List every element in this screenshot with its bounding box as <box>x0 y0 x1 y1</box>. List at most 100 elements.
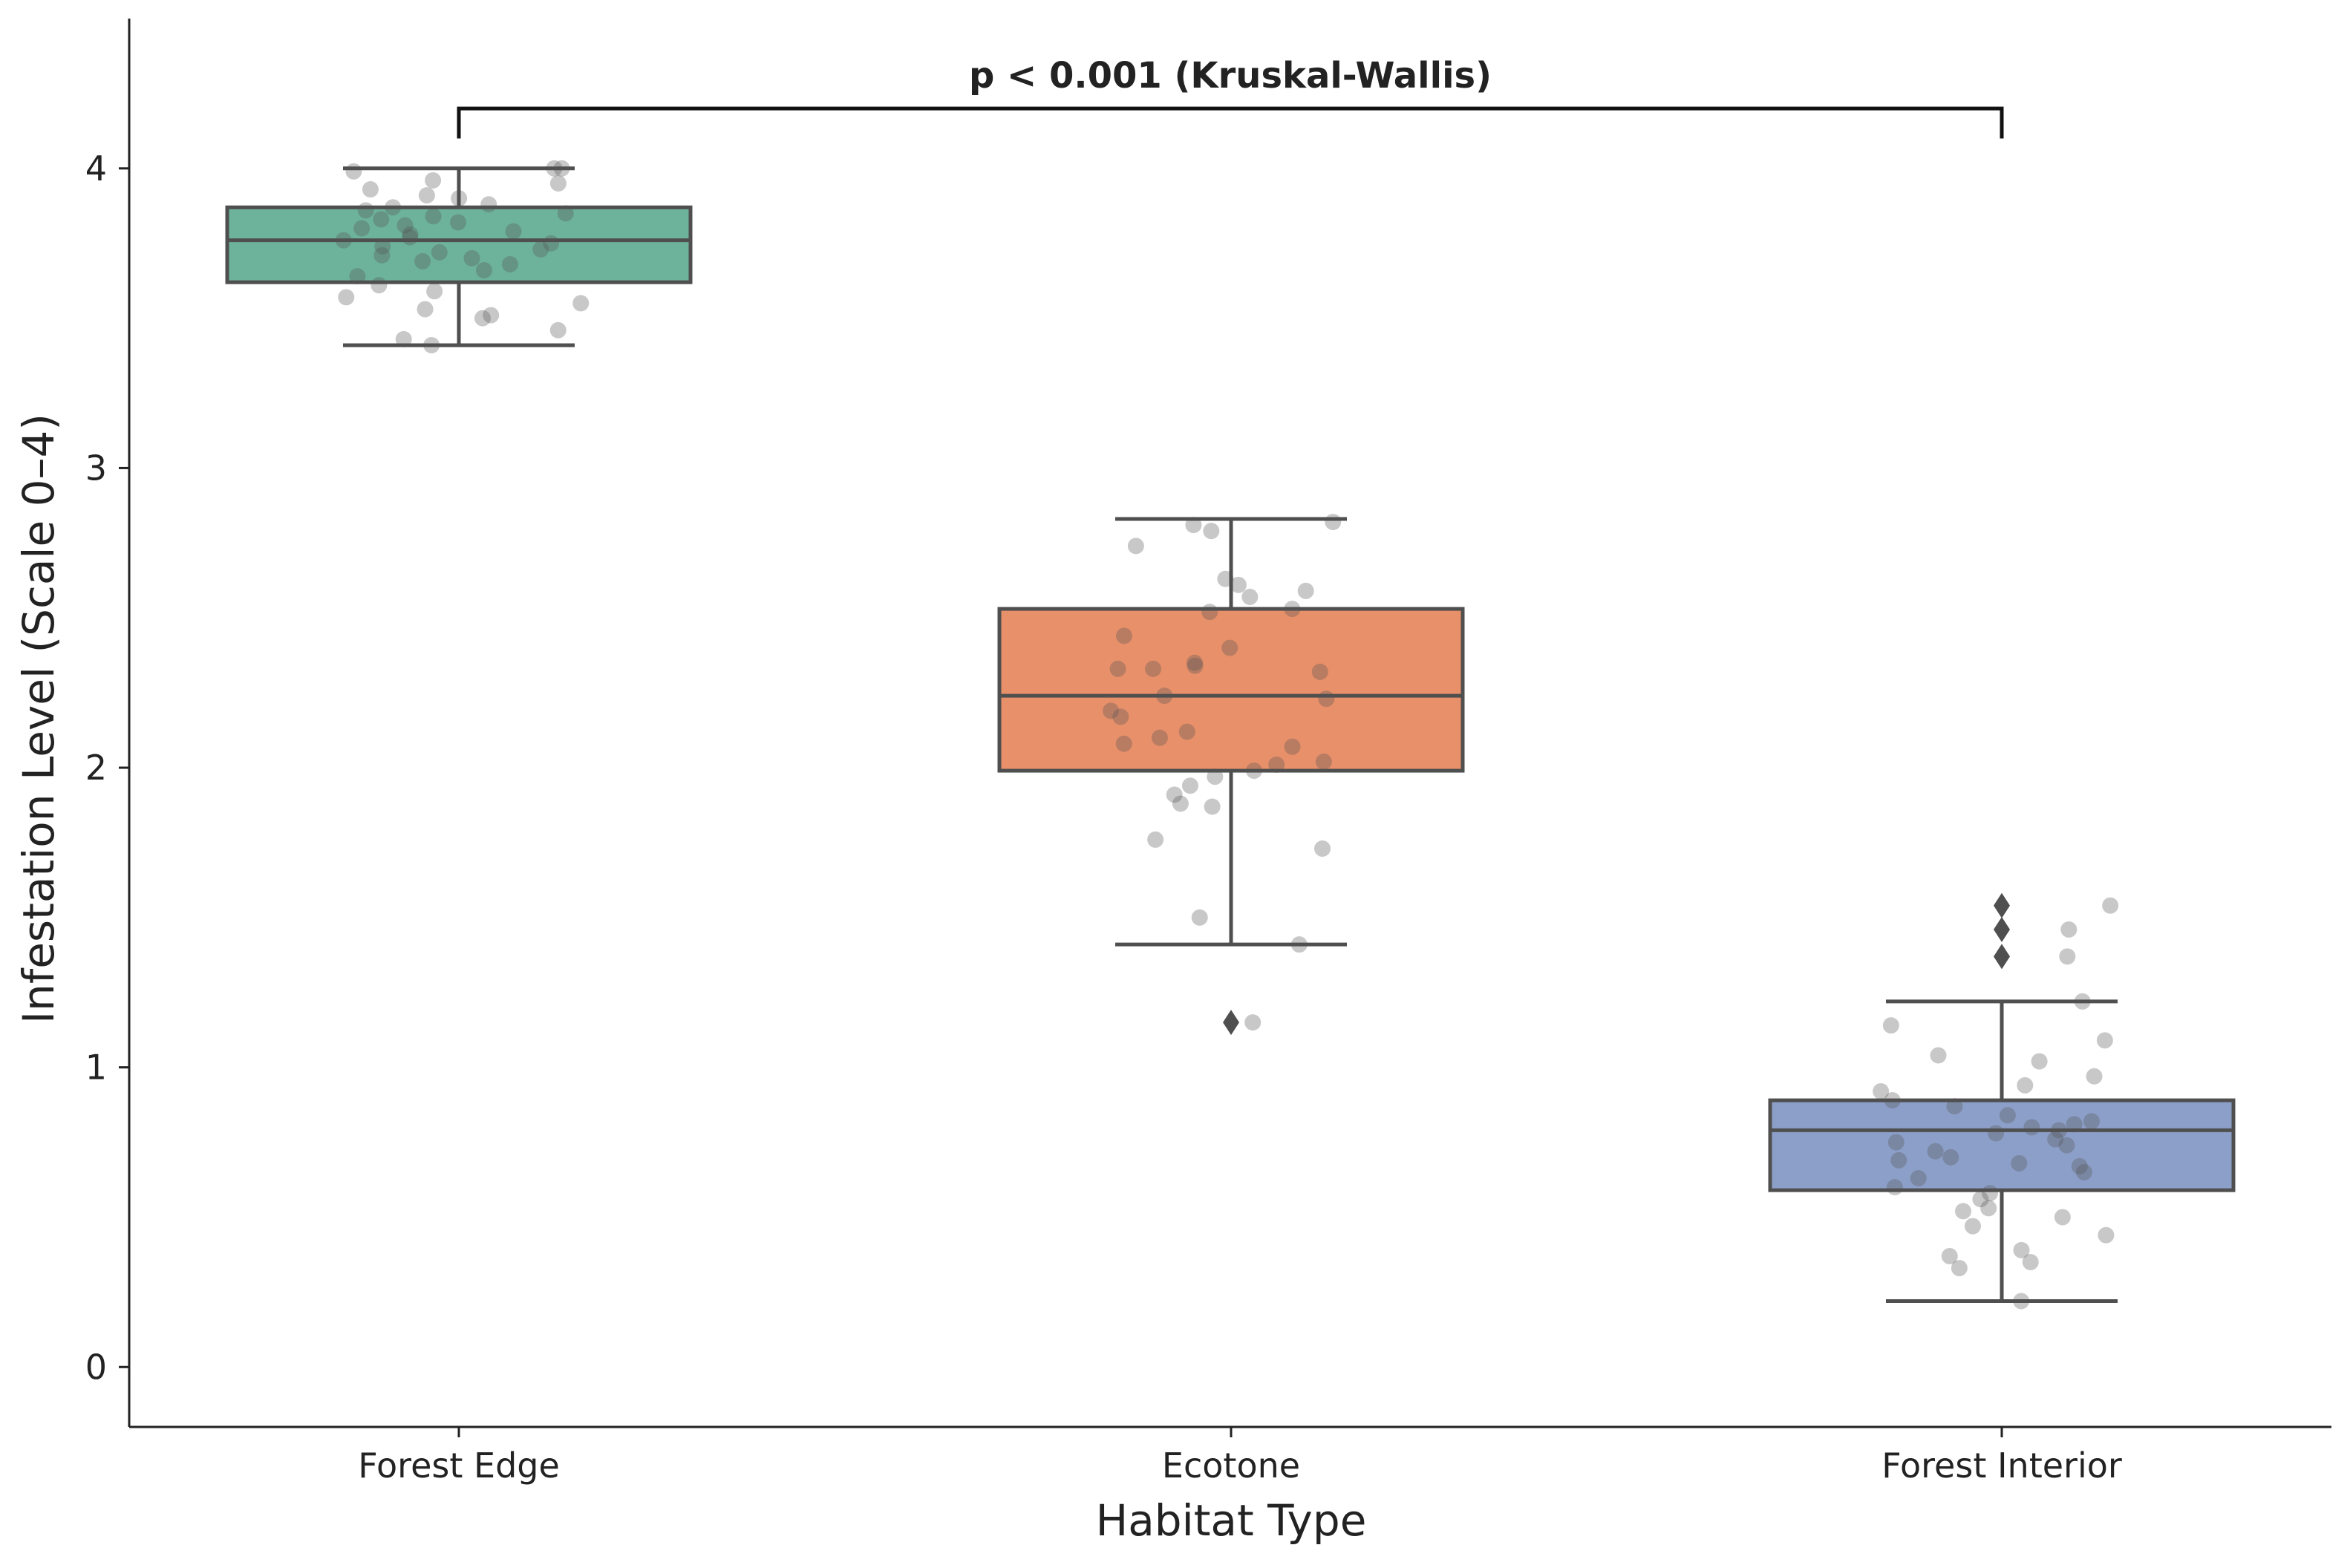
significance-label: p < 0.001 (Kruskal-Wallis) <box>969 55 1492 97</box>
data-point <box>2011 1154 2028 1172</box>
significance-bracket <box>457 106 2004 139</box>
data-point <box>1325 514 1342 531</box>
data-point <box>480 196 497 213</box>
data-point <box>2017 1077 2034 1094</box>
data-point <box>2098 1226 2115 1244</box>
data-point <box>475 262 492 279</box>
box-group <box>1768 892 2236 1303</box>
data-point <box>426 283 443 300</box>
data-point <box>1203 523 1220 540</box>
data-point <box>1112 708 1129 725</box>
data-point <box>2096 1032 2113 1049</box>
box-iqr <box>225 205 693 284</box>
box-group <box>997 517 1465 1036</box>
data-point <box>557 205 574 222</box>
data-point <box>483 307 500 324</box>
data-point <box>2074 993 2091 1010</box>
data-point <box>1930 1047 1947 1064</box>
data-point <box>418 187 435 204</box>
data-point <box>353 220 371 237</box>
data-point <box>1147 831 1164 848</box>
data-point <box>1201 604 1218 621</box>
data-point <box>1156 687 1173 705</box>
data-point <box>1999 1107 2016 1124</box>
data-point <box>1941 1247 1958 1264</box>
data-point <box>1185 517 1202 534</box>
data-point <box>2071 1157 2088 1175</box>
data-point <box>2054 1209 2071 1226</box>
data-point <box>2060 921 2078 938</box>
data-point <box>1103 702 1120 719</box>
y-tick-label: 4 <box>85 148 107 189</box>
data-point <box>2031 1053 2048 1070</box>
boxes-layer <box>225 166 2236 1303</box>
data-point <box>572 295 590 312</box>
data-point <box>1221 639 1238 656</box>
data-point <box>1217 570 1234 587</box>
data-point <box>1241 588 1259 605</box>
data-point <box>2013 1241 2030 1258</box>
x-tick-label: Forest Edge <box>358 1446 560 1486</box>
outlier-marker <box>1994 916 2010 942</box>
y-tick-label: 1 <box>85 1048 107 1088</box>
data-point <box>1115 735 1132 752</box>
axes-layer: 0 1 2 3 4 Forest Edge Ecotone Forest Interior <box>85 19 2331 1486</box>
data-point <box>1884 1092 1901 1109</box>
data-point <box>374 238 391 255</box>
data-point <box>463 249 480 267</box>
data-point <box>402 229 419 246</box>
data-point <box>1127 538 1144 555</box>
data-point <box>2023 1119 2040 1136</box>
data-point <box>1166 786 1183 803</box>
data-point <box>1311 663 1328 680</box>
data-point <box>1942 1149 1959 1166</box>
data-point <box>1187 657 1204 674</box>
x-tick-label: Forest Interior <box>1881 1446 2122 1486</box>
data-point <box>1927 1143 1944 1160</box>
data-point <box>425 208 442 225</box>
data-point <box>2022 1254 2039 1271</box>
data-point <box>1964 1218 1981 1235</box>
x-tick-label: Ecotone <box>1162 1446 1300 1486</box>
data-point <box>417 301 434 318</box>
data-point <box>549 174 567 192</box>
data-point <box>1988 1125 2005 1142</box>
data-point <box>2086 1068 2103 1085</box>
data-point <box>2083 1113 2101 1130</box>
data-point <box>1982 1185 1999 1202</box>
data-point <box>1297 582 1314 599</box>
data-point <box>2058 1137 2075 1154</box>
data-point <box>532 241 549 258</box>
data-point <box>2013 1293 2030 1310</box>
y-tick-label: 2 <box>85 748 107 788</box>
data-point <box>1972 1191 1989 1208</box>
data-point <box>1910 1169 1927 1186</box>
x-axis-title: Habitat Type <box>1096 1495 1367 1546</box>
data-point <box>345 163 362 180</box>
annotation-layer: p < 0.001 (Kruskal-Wallis) <box>457 55 2004 139</box>
data-point <box>1980 1200 1997 1217</box>
box-iqr <box>1768 1098 2236 1192</box>
data-point <box>1181 777 1198 794</box>
data-point <box>2075 1163 2092 1180</box>
data-point <box>1244 1014 1262 1031</box>
data-point <box>1268 757 1285 774</box>
data-point <box>1882 1017 1899 1034</box>
y-axis-title: Infestation Level (Scale 0–4) <box>13 414 64 1024</box>
data-point <box>1314 840 1331 858</box>
data-point <box>553 160 570 177</box>
data-point <box>2102 897 2119 914</box>
data-point <box>373 211 390 228</box>
data-point <box>425 172 442 189</box>
data-point <box>1873 1082 1890 1100</box>
data-point <box>1172 795 1189 812</box>
data-point <box>543 235 560 252</box>
data-point <box>385 199 402 216</box>
data-point <box>1955 1203 1972 1220</box>
data-point <box>1290 936 1308 953</box>
data-point <box>474 310 491 327</box>
box-iqr <box>997 607 1465 773</box>
data-point <box>373 246 391 264</box>
